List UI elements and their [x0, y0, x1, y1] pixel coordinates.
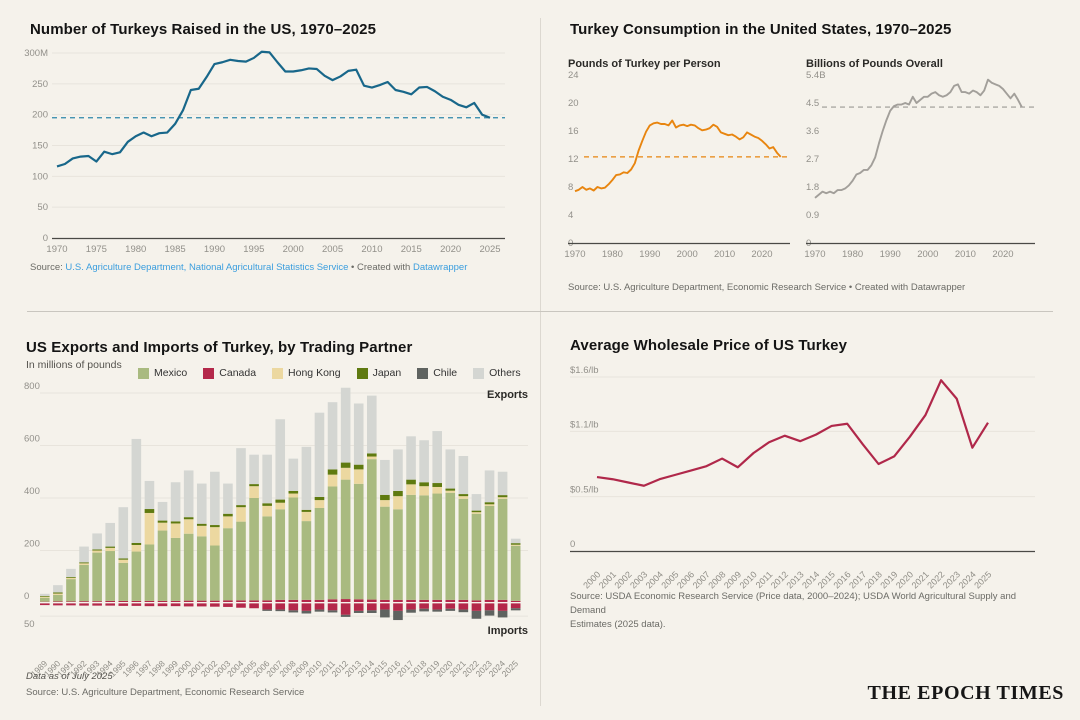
svg-text:2010: 2010 [955, 249, 976, 260]
chart1-title: Number of Turkeys Raised in the US, 1970… [30, 21, 377, 38]
svg-text:0.9: 0.9 [806, 210, 819, 221]
svg-text:1970: 1970 [564, 249, 585, 260]
svg-text:20: 20 [568, 98, 579, 109]
chart4-source-line1: Source: USDA Economic Research Service (… [570, 591, 1017, 616]
svg-text:2.7: 2.7 [806, 154, 819, 165]
legend-label: Chile [433, 367, 458, 379]
svg-text:1980: 1980 [125, 244, 146, 255]
svg-text:2010: 2010 [361, 244, 382, 255]
svg-text:$1.1/lb: $1.1/lb [570, 419, 599, 430]
legend-swatch [473, 367, 485, 379]
legend-swatch [203, 367, 215, 379]
legend-item-canada[interactable]: Canada [203, 367, 256, 379]
exports-label: Exports [487, 389, 528, 401]
svg-text:50: 50 [37, 202, 48, 213]
legend-swatch [138, 367, 149, 379]
svg-text:1980: 1980 [602, 249, 623, 260]
chart3-title: US Exports and Imports of Turkey, by Tra… [26, 339, 413, 356]
svg-text:2005: 2005 [322, 244, 343, 255]
svg-text:16: 16 [568, 126, 579, 137]
svg-text:200: 200 [24, 539, 40, 550]
svg-text:2020: 2020 [992, 249, 1013, 260]
svg-text:1990: 1990 [204, 244, 225, 255]
svg-text:4.5: 4.5 [806, 98, 819, 109]
svg-text:2000: 2000 [917, 249, 938, 260]
svg-text:2025: 2025 [479, 244, 500, 255]
legend-label: Canada [219, 367, 257, 379]
datawrapper-link[interactable]: Datawrapper [412, 262, 468, 273]
svg-text:1980: 1980 [842, 249, 863, 260]
svg-text:800: 800 [24, 381, 40, 392]
svg-text:2000: 2000 [283, 244, 304, 255]
chart2-left-label: Pounds of Turkey per Person [568, 58, 721, 70]
chart4-source-line2: Estimates (2025 data). [570, 619, 666, 630]
legend-swatch [272, 367, 284, 379]
chart1-source-prefix: Source: [30, 262, 66, 273]
svg-text:300M: 300M [24, 48, 48, 59]
svg-text:0: 0 [24, 591, 29, 602]
svg-text:1970: 1970 [804, 249, 825, 260]
chart2-right-label: Billions of Pounds Overall [806, 58, 943, 70]
chart3-unit-label: In millions of pounds [26, 359, 122, 371]
svg-text:2020: 2020 [440, 244, 461, 255]
svg-text:2020: 2020 [751, 249, 772, 260]
legend-swatch [417, 367, 429, 379]
svg-text:1970: 1970 [46, 244, 67, 255]
legend-item-japan[interactable]: Japan [356, 367, 402, 379]
svg-text:600: 600 [24, 434, 40, 445]
legend-item-mexico[interactable]: Mexico [138, 367, 187, 379]
chart2-title: Turkey Consumption in the United States,… [570, 21, 952, 38]
svg-text:8: 8 [568, 182, 573, 193]
chart1-source-link[interactable]: U.S. Agriculture Department, National Ag… [65, 262, 349, 273]
epoch-times-logo: THE EPOCH TIMES [867, 682, 1064, 704]
chart4-title: Average Wholesale Price of US Turkey [570, 337, 848, 354]
legend-swatch [356, 367, 368, 379]
legend-item-hong-kong[interactable]: Hong Kong [272, 367, 341, 379]
svg-text:0: 0 [570, 539, 575, 550]
legend-item-others[interactable]: Others [473, 367, 521, 379]
chart3-note: Data as of July 2025 [26, 671, 113, 682]
svg-text:2025: 2025 [972, 569, 993, 590]
svg-text:2015: 2015 [401, 244, 422, 255]
svg-text:1975: 1975 [86, 244, 107, 255]
svg-text:250: 250 [32, 79, 48, 90]
svg-text:100: 100 [32, 171, 48, 182]
chart4-source: Source: USDA Economic Research Service (… [570, 590, 1040, 632]
svg-text:1990: 1990 [880, 249, 901, 260]
chart3-source: Source: U.S. Agriculture Department, Eco… [26, 687, 305, 698]
chart1-source-middle: • Created with [348, 262, 413, 273]
svg-text:4: 4 [568, 210, 573, 221]
chart1-source: Source: U.S. Agriculture Department, Nat… [30, 261, 467, 275]
legend-label: Hong Kong [288, 367, 341, 379]
svg-text:0: 0 [43, 233, 48, 244]
svg-text:200: 200 [32, 110, 48, 121]
svg-text:50: 50 [24, 619, 35, 630]
svg-text:$0.5/lb: $0.5/lb [570, 485, 599, 496]
legend-item-chile[interactable]: Chile [417, 367, 457, 379]
chart2-source: Source: U.S. Agriculture Department, Eco… [568, 282, 966, 293]
svg-text:150: 150 [32, 141, 48, 152]
svg-text:1990: 1990 [639, 249, 660, 260]
svg-text:5.4B: 5.4B [806, 70, 826, 81]
svg-text:400: 400 [24, 486, 40, 497]
svg-text:12: 12 [568, 154, 579, 165]
svg-text:24: 24 [568, 70, 579, 81]
svg-text:1995: 1995 [243, 244, 264, 255]
horizontal-divider [27, 311, 1053, 312]
svg-text:3.6: 3.6 [806, 126, 819, 137]
vertical-divider [540, 18, 541, 706]
svg-text:1.8: 1.8 [806, 182, 819, 193]
svg-text:1985: 1985 [165, 244, 186, 255]
legend-label: Japan [372, 367, 402, 379]
imports-label: Imports [487, 625, 528, 637]
svg-text:2000: 2000 [677, 249, 698, 260]
svg-text:$1.6/lb: $1.6/lb [570, 365, 599, 376]
legend-label: Others [489, 367, 521, 379]
svg-text:2010: 2010 [714, 249, 735, 260]
legend-label: Mexico [154, 367, 188, 379]
chart3-legend: Mexico Canada Hong Kong Japan Chile Others [138, 367, 521, 379]
